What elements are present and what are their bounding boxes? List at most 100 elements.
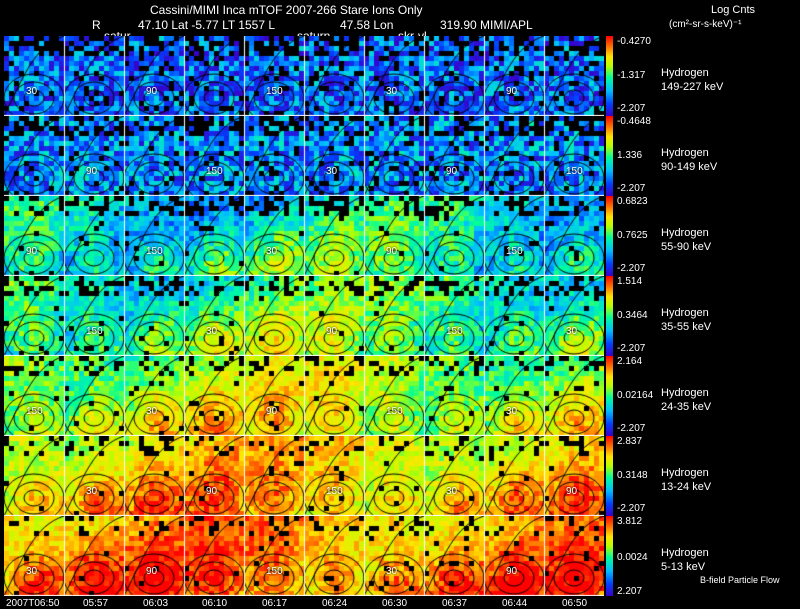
colorbar-min: -2.207 xyxy=(617,343,646,354)
panel-row-4 xyxy=(4,356,604,436)
colorbar-max: -0.4648 xyxy=(617,116,651,127)
heatmap-canvas xyxy=(4,356,604,436)
energy-label: 35-55 keV xyxy=(661,321,712,333)
heatmap-canvas xyxy=(4,516,604,596)
contour-label: 30 xyxy=(326,166,338,177)
colorbar-min: -2.207 xyxy=(617,423,646,434)
contour-label: 90 xyxy=(86,166,98,177)
contour-label: 150 xyxy=(386,406,403,417)
contour-label: 30 xyxy=(506,406,518,417)
contour-label: 30 xyxy=(86,486,98,497)
colorbar-max: 2.837 xyxy=(617,436,643,447)
colorbar-min: -2.207 xyxy=(617,503,646,514)
panel-row-5 xyxy=(4,436,604,516)
colorbar xyxy=(606,116,613,196)
time-tick: 06:03 xyxy=(143,598,169,609)
contour-label: 90 xyxy=(446,166,458,177)
contour-label: 90 xyxy=(26,246,38,257)
colorbar-mid: 0.3464 xyxy=(617,310,648,321)
colorbar-min: -2.207 xyxy=(617,183,646,194)
colorbar-mid: 0.0024 xyxy=(617,552,648,563)
r-label: R xyxy=(92,18,101,32)
contour-label: 150 xyxy=(566,166,583,177)
contour-label: 90 xyxy=(206,486,218,497)
plot-title: Cassini/MIMI Inca mTOF 2007-266 Stare Io… xyxy=(150,3,423,17)
panel-row-3 xyxy=(4,276,604,356)
contour-label: 150 xyxy=(86,326,103,337)
colorbar-max: -0.4270 xyxy=(617,36,651,47)
contour-labels-layer: 30 90 150 30 90 90 150 30 90 150 90 150 30 90 150 150 30… xyxy=(4,36,604,596)
contour-label: 90 xyxy=(266,406,278,417)
colorbar-mid: 0.3148 xyxy=(617,470,648,481)
colorbar-max: 2.164 xyxy=(617,356,643,367)
panel-row-2 xyxy=(4,196,604,276)
colorbar-min: -2.207 xyxy=(617,263,646,274)
colorbar xyxy=(606,36,613,116)
contour-label: 90 xyxy=(386,246,398,257)
heatmap-canvas xyxy=(4,436,604,516)
time-tick: 06:50 xyxy=(562,598,588,609)
contour-label: 150 xyxy=(446,326,463,337)
species-label: Hydrogen xyxy=(661,147,709,159)
contour-label: 90 xyxy=(506,86,518,97)
heatmap-canvas xyxy=(4,36,604,116)
time-tick: 06:44 xyxy=(502,598,528,609)
contour-label: 30 xyxy=(26,86,38,97)
contour-label: 30 xyxy=(146,406,158,417)
species-label: Hydrogen xyxy=(661,547,709,559)
contour-label: 150 xyxy=(206,166,223,177)
energy-label: 90-149 keV xyxy=(661,161,718,173)
colorbar xyxy=(606,196,613,276)
time-tick: 05:57 xyxy=(83,598,109,609)
val-text: 319.90 MIMI/APL xyxy=(440,18,533,32)
time-tick: 06:17 xyxy=(262,598,288,609)
contour-label: 30 xyxy=(386,86,398,97)
contour-label: 30 xyxy=(26,566,38,577)
contour-label: 150 xyxy=(266,86,283,97)
time-tick: 06:37 xyxy=(442,598,468,609)
contour-label: 30 xyxy=(386,566,398,577)
colorbar xyxy=(606,276,613,356)
units-line1: Log Cnts xyxy=(711,4,756,16)
energy-label: 24-35 keV xyxy=(661,401,712,413)
colorbar-mid: 0.02164 xyxy=(617,390,654,401)
contour-label: 90 xyxy=(506,566,518,577)
contour-label: 90 xyxy=(326,326,338,337)
contour-label: 30 xyxy=(566,326,578,337)
panel-row-6 xyxy=(4,516,604,596)
contour-label: 150 xyxy=(326,486,343,497)
heatmap-canvas xyxy=(4,276,604,356)
colorbar xyxy=(606,516,613,596)
colorbar-mid: 1.336 xyxy=(617,150,643,161)
energy-label: 55-90 keV xyxy=(661,241,712,253)
time-tick: 2007T06:50 xyxy=(6,598,60,609)
contour-label: 150 xyxy=(146,246,163,257)
contour-label: 150 xyxy=(506,246,523,257)
time-tick: 06:30 xyxy=(382,598,408,609)
contour-label: 90 xyxy=(566,486,578,497)
time-tick: 06:24 xyxy=(322,598,348,609)
energy-label: 149-227 keV xyxy=(661,81,724,93)
contour-label: 30 xyxy=(206,326,218,337)
energy-label: 13-24 keV xyxy=(661,481,712,493)
energy-label: 5-13 keV xyxy=(661,561,706,573)
units-line2: (cm²-sr-s-keV)⁻¹ xyxy=(669,19,742,30)
contour-label: 90 xyxy=(146,86,158,97)
species-label: Hydrogen xyxy=(661,467,709,479)
colorbar-mid: -1.317 xyxy=(617,70,646,81)
lon-text: 47.58 Lon xyxy=(340,18,394,32)
colorbar xyxy=(606,436,613,516)
colorbar-max: 1.514 xyxy=(617,276,643,287)
colorbar-mid: 0.7625 xyxy=(617,230,648,241)
bfield-legend: B-field Particle Flow xyxy=(700,575,780,585)
colorbar xyxy=(606,356,613,436)
colorbar-max: 0.6823 xyxy=(617,196,648,207)
spectrogram-grid xyxy=(4,36,604,596)
contour-label: 90 xyxy=(146,566,158,577)
panel-row-0 xyxy=(4,36,604,116)
species-label: Hydrogen xyxy=(661,227,709,239)
contour-label: 150 xyxy=(26,406,43,417)
species-label: Hydrogen xyxy=(661,67,709,79)
heatmap-canvas xyxy=(4,116,604,196)
time-tick: 06:10 xyxy=(202,598,228,609)
